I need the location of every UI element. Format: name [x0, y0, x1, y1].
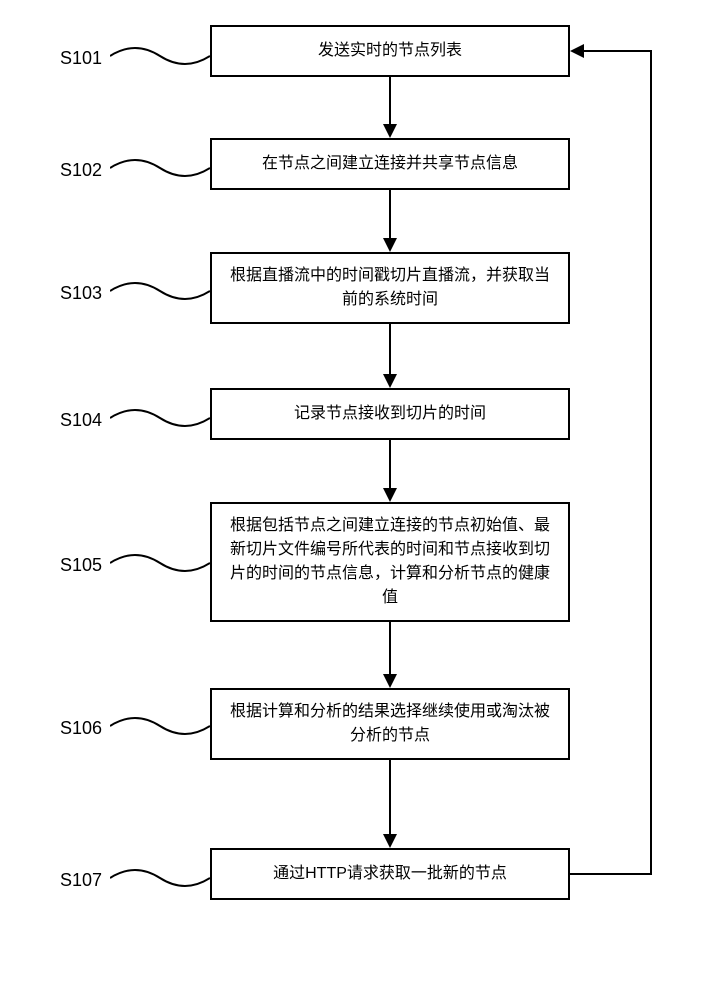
- step-label-s107: S107: [60, 870, 102, 891]
- arrow-head: [383, 124, 397, 138]
- flow-box-text: 根据包括节点之间建立连接的节点初始值、最新切片文件编号所代表的时间和节点接收到切…: [224, 514, 556, 610]
- arrow-line: [389, 77, 391, 126]
- wave-s103: [110, 279, 210, 303]
- flow-box-s102: 在节点之间建立连接并共享节点信息: [210, 138, 570, 190]
- flow-box-text: 在节点之间建立连接并共享节点信息: [262, 152, 518, 176]
- wave-s101: [110, 44, 210, 68]
- flow-box-text: 发送实时的节点列表: [318, 39, 462, 63]
- loopback-arrow-head: [570, 44, 584, 58]
- flow-box-s106: 根据计算和分析的结果选择继续使用或淘汰被分析的节点: [210, 688, 570, 760]
- wave-s105: [110, 551, 210, 575]
- flow-box-text: 记录节点接收到切片的时间: [294, 402, 486, 426]
- wave-s106: [110, 714, 210, 738]
- flowchart-container: S101 发送实时的节点列表 S102 在节点之间建立连接并共享节点信息 S10…: [0, 0, 701, 1000]
- wave-s107: [110, 866, 210, 890]
- flow-box-s103: 根据直播流中的时间戳切片直播流，并获取当前的系统时间: [210, 252, 570, 324]
- loopback-line-h1: [570, 873, 652, 875]
- step-label-s103: S103: [60, 283, 102, 304]
- arrow-head: [383, 674, 397, 688]
- flow-box-s105: 根据包括节点之间建立连接的节点初始值、最新切片文件编号所代表的时间和节点接收到切…: [210, 502, 570, 622]
- arrow-line: [389, 760, 391, 836]
- loopback-line-v: [650, 50, 652, 875]
- arrow-head: [383, 238, 397, 252]
- step-label-s104: S104: [60, 410, 102, 431]
- flow-box-text: 根据计算和分析的结果选择继续使用或淘汰被分析的节点: [224, 700, 556, 748]
- wave-s104: [110, 406, 210, 430]
- loopback-line-h2: [584, 50, 652, 52]
- step-label-s101: S101: [60, 48, 102, 69]
- step-label-s105: S105: [60, 555, 102, 576]
- arrow-head: [383, 834, 397, 848]
- arrow-head: [383, 374, 397, 388]
- arrow-line: [389, 324, 391, 376]
- arrow-line: [389, 622, 391, 676]
- flow-box-s104: 记录节点接收到切片的时间: [210, 388, 570, 440]
- flow-box-s107: 通过HTTP请求获取一批新的节点: [210, 848, 570, 900]
- step-label-s102: S102: [60, 160, 102, 181]
- arrow-line: [389, 190, 391, 240]
- arrow-line: [389, 440, 391, 490]
- flow-box-s101: 发送实时的节点列表: [210, 25, 570, 77]
- step-label-s106: S106: [60, 718, 102, 739]
- wave-s102: [110, 156, 210, 180]
- arrow-head: [383, 488, 397, 502]
- flow-box-text: 通过HTTP请求获取一批新的节点: [273, 862, 507, 886]
- flow-box-text: 根据直播流中的时间戳切片直播流，并获取当前的系统时间: [224, 264, 556, 312]
